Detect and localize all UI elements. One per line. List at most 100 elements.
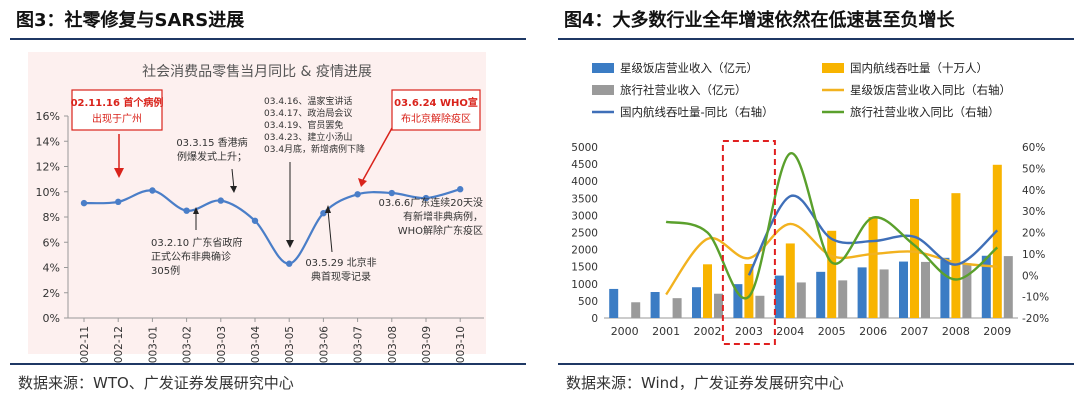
bar — [962, 263, 972, 318]
data-point — [422, 194, 430, 202]
annotation-text: 03.4.16、温家宝讲话 — [264, 95, 352, 107]
annotation-text: 03.2.10 广东省政府 — [151, 236, 242, 249]
bar — [857, 267, 867, 318]
annotation-arrowhead — [286, 240, 294, 248]
annotation-box-first-case — [71, 89, 163, 131]
x-tick-label: 2003-07 — [353, 326, 365, 365]
x-tick-label: 2003-06 — [318, 326, 330, 365]
bar — [879, 269, 889, 318]
annotation-arrowhead — [230, 186, 237, 193]
annotation-arrowhead — [114, 168, 124, 178]
y-right-tick-label: 20% — [1022, 228, 1045, 240]
bar — [796, 282, 806, 318]
bar — [733, 284, 743, 318]
annotation-text: 出现于广州 — [92, 112, 142, 125]
y-left-tick-label: 5000 — [571, 142, 598, 154]
y-tick-label: 0% — [43, 312, 60, 325]
y-right-tick-label: 0% — [1022, 270, 1039, 282]
annotation-text: 典首现零记录 — [311, 270, 371, 283]
y-tick-label: 12% — [36, 161, 60, 174]
x-tick-label: 2005 — [818, 325, 846, 338]
data-point — [388, 189, 395, 197]
annotation-text: 布北京解除疫区 — [401, 112, 471, 125]
bar — [755, 295, 765, 318]
annotation-text: 03.6.24 WHO宣 — [394, 96, 478, 109]
bar — [744, 263, 754, 318]
y-right-tick-label: -20% — [1022, 313, 1049, 325]
bar — [992, 164, 1002, 318]
title-rule — [10, 38, 526, 40]
title-rule — [558, 38, 1074, 40]
bar — [650, 292, 660, 318]
figure-3-title: 图3：社零修复与SARS进展 — [16, 10, 245, 31]
legend-label: 旅行社营业收入同比（右轴） — [850, 105, 1000, 119]
y-left-tick-label: 2000 — [571, 245, 598, 257]
x-tick-label: 2004 — [776, 325, 804, 338]
annotation-box-who — [391, 89, 481, 131]
annotation-arrowhead — [325, 205, 331, 213]
y-left-tick-label: 2500 — [571, 228, 598, 240]
industry-growth-combo-chart: 星级饭店营业收入（亿元） 国内航线吞吐量（十万人） 旅行社营业收入（亿元） 星级饭店营… — [571, 61, 1049, 345]
y-left-tick-label: 500 — [578, 296, 598, 308]
annotation-pointer — [327, 209, 333, 253]
legend-label: 国内航线吞吐量-同比（右轴） — [620, 105, 774, 119]
annotation-pointer — [231, 168, 235, 190]
annotation-arrowhead — [193, 207, 199, 214]
y-left-tick-label: 4500 — [571, 159, 598, 171]
annotation-text: 有新增非典病例， — [403, 210, 483, 223]
annotation-text: 02.11.16 首个病例 — [71, 96, 164, 109]
x-tick-label: 2003-09 — [421, 326, 433, 365]
bar — [672, 298, 682, 318]
x-tick-label: 2003 — [735, 325, 763, 338]
legend-label: 国内航线吞吐量（十万人） — [850, 61, 988, 75]
x-tick-label: 2006 — [859, 325, 887, 338]
source-rule — [558, 363, 1074, 365]
y-left-tick-label: 1000 — [571, 279, 598, 291]
figure-4-panel: 图4：大多数行业全年增速依然在低速甚至负增长 星级饭店营业收入（亿元） 国内航线吞… — [548, 0, 1080, 403]
annotation-text: 03.4.23、建立小汤山 — [264, 131, 352, 143]
legend-label: 星级饭店营业收入同比（右轴） — [850, 83, 1011, 97]
bar — [899, 261, 908, 318]
y-tick-label: 6% — [43, 236, 60, 249]
data-point — [149, 187, 156, 194]
legend-label: 旅行社营业收入（亿元） — [620, 83, 747, 97]
annotation-text: 03.4月底，新增病例下降 — [264, 143, 365, 155]
bar — [774, 275, 784, 318]
data-point — [115, 198, 122, 206]
y-tick-label: 8% — [43, 211, 60, 224]
bar — [703, 264, 712, 318]
y-left-tick-label: 1500 — [571, 262, 598, 274]
bar — [816, 271, 826, 318]
bar — [631, 302, 641, 318]
bar — [981, 255, 991, 318]
data-point — [354, 191, 361, 198]
chart-title: 社会消费品零售当月同比 & 疫情进展 — [142, 64, 372, 80]
annotation-text: 例爆发式上升； — [177, 150, 247, 163]
x-tick-label: 2002-12 — [113, 326, 125, 365]
y-right-tick-label: 30% — [1022, 206, 1045, 218]
figure-3-source: 数据来源：WTO、广发证券发展研究中心 — [18, 374, 294, 392]
y-left-tick-label: 4000 — [571, 176, 598, 188]
y-right-tick-label: -10% — [1022, 292, 1049, 304]
y-right-tick-label: 10% — [1022, 249, 1045, 261]
annotation-arrow — [362, 127, 393, 181]
y-right-tick-label: 40% — [1022, 185, 1045, 197]
x-tick-label: 2009 — [983, 325, 1011, 338]
legend-swatch — [822, 63, 844, 73]
x-tick-label: 2002 — [694, 325, 722, 338]
growth-line — [665, 152, 999, 300]
data-point — [286, 260, 293, 267]
data-point — [320, 210, 327, 217]
annotation-text: WHO解除广东疫区 — [398, 224, 483, 237]
bar — [1003, 256, 1013, 318]
x-tick-label: 2000 — [611, 325, 639, 338]
y-right-tick-label: 60% — [1022, 142, 1045, 154]
source-rule — [10, 363, 526, 365]
x-tick-label: 2003-08 — [387, 326, 399, 365]
annotation-arrowhead — [358, 178, 367, 187]
data-point — [183, 207, 190, 214]
bar — [910, 198, 919, 318]
annotation-text: 03.4.19、官员罢免 — [264, 119, 343, 131]
x-tick-label: 2003-03 — [216, 326, 228, 365]
annotation-text: 03.3.15 香港病 — [176, 136, 247, 149]
